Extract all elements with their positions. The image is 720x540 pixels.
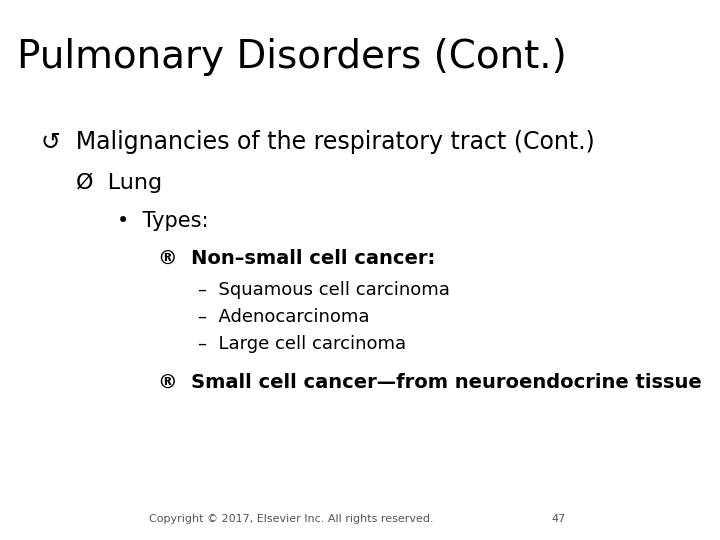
Text: ®  Small cell cancer—from neuroendocrine tissue: ® Small cell cancer—from neuroendocrine … bbox=[158, 373, 701, 392]
Text: –  Adenocarcinoma: – Adenocarcinoma bbox=[199, 308, 370, 326]
Text: Copyright © 2017, Elsevier Inc. All rights reserved.: Copyright © 2017, Elsevier Inc. All righ… bbox=[150, 514, 434, 524]
Text: Ø  Lung: Ø Lung bbox=[76, 173, 162, 193]
Text: ®  Non–small cell cancer:: ® Non–small cell cancer: bbox=[158, 248, 435, 267]
Text: –  Large cell carcinoma: – Large cell carcinoma bbox=[199, 335, 407, 353]
Text: •  Types:: • Types: bbox=[117, 211, 208, 231]
Text: Pulmonary Disorders (Cont.): Pulmonary Disorders (Cont.) bbox=[17, 38, 567, 76]
Text: 47: 47 bbox=[552, 514, 566, 524]
Text: –  Squamous cell carcinoma: – Squamous cell carcinoma bbox=[199, 281, 450, 299]
Text: ↺  Malignancies of the respiratory tract (Cont.): ↺ Malignancies of the respiratory tract … bbox=[41, 130, 595, 153]
